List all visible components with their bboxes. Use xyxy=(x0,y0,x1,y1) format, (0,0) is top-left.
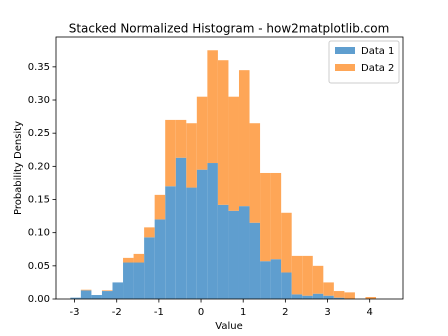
y-axis-label: Probability Density xyxy=(13,121,24,215)
histogram-bar xyxy=(196,96,208,170)
histogram-bar xyxy=(175,157,187,299)
legend-label: Data 1 xyxy=(361,46,394,57)
histogram-bar xyxy=(101,291,113,299)
histogram-bar xyxy=(302,255,313,296)
axes-frame xyxy=(55,36,404,300)
x-axis-label: Value xyxy=(215,321,242,332)
histogram-bar xyxy=(217,204,229,299)
legend-label: Data 2 xyxy=(361,63,394,74)
histogram-bar xyxy=(123,257,134,263)
x-tick-label: 4 xyxy=(367,307,373,318)
histogram-bar xyxy=(175,119,187,158)
histogram-bar xyxy=(80,290,92,299)
histogram-bar xyxy=(207,50,218,164)
histogram-bar xyxy=(144,237,155,299)
histogram-bar xyxy=(207,163,218,299)
y-tick-label: 0.00 xyxy=(28,294,50,305)
histogram-bar xyxy=(154,219,166,299)
histogram-bar xyxy=(302,295,313,299)
y-tick-label: 0.35 xyxy=(28,62,50,73)
histogram-bar xyxy=(101,290,113,292)
histogram-bar xyxy=(112,282,124,299)
histogram-bar xyxy=(270,172,282,260)
histogram-bar xyxy=(333,291,345,298)
x-tick-label: -3 xyxy=(70,307,80,318)
y-tick-label: 0.20 xyxy=(28,161,50,172)
y-tick-label: 0.30 xyxy=(28,95,50,106)
histogram-bar xyxy=(165,119,176,187)
histogram-bar xyxy=(228,210,239,299)
histogram-bar xyxy=(238,70,250,207)
histogram-bar xyxy=(123,262,134,299)
histogram-bar xyxy=(80,289,92,291)
histogram-bar xyxy=(186,187,197,299)
y-tick-label: 0.05 xyxy=(28,261,50,272)
x-tick-label: 2 xyxy=(282,307,288,318)
histogram-bar xyxy=(91,295,102,299)
histogram-bar xyxy=(281,272,292,299)
x-tick-label: 3 xyxy=(324,307,330,318)
y-tick-label: 0.25 xyxy=(28,128,50,139)
legend-swatch xyxy=(335,47,355,54)
histogram-bar xyxy=(249,222,261,299)
histogram-bar xyxy=(154,194,166,220)
histogram-bar xyxy=(217,60,229,205)
histogram-bar xyxy=(260,261,271,299)
histogram-bar xyxy=(312,265,324,294)
histogram-bar xyxy=(196,169,208,299)
histogram-bar xyxy=(133,262,145,299)
x-tick-label: -2 xyxy=(112,307,122,318)
histogram-bar xyxy=(260,172,271,262)
histogram-bar xyxy=(144,227,155,238)
histogram-bar xyxy=(291,255,303,295)
histogram-bar xyxy=(323,282,334,296)
histogram-bar xyxy=(249,123,261,223)
histogram-bar xyxy=(133,253,145,263)
histogram-bar xyxy=(270,259,282,299)
histogram-bar xyxy=(333,297,345,299)
histogram-bar xyxy=(238,206,250,299)
histogram-bar xyxy=(228,96,239,211)
histogram-bar xyxy=(344,292,355,299)
x-tick-label: 1 xyxy=(240,307,246,318)
x-tick-label: -1 xyxy=(154,307,164,318)
histogram-bar xyxy=(291,294,303,299)
histogram-bar xyxy=(165,186,176,299)
histogram-bar xyxy=(365,297,377,299)
histogram-bar xyxy=(281,212,292,273)
chart-title: Stacked Normalized Histogram - how2matpl… xyxy=(69,22,390,36)
histogram-bar xyxy=(312,293,324,299)
y-tick-label: 0.15 xyxy=(28,195,50,206)
histogram-bar xyxy=(70,297,81,299)
legend-swatch xyxy=(335,64,355,71)
y-tick-label: 0.10 xyxy=(28,228,50,239)
histogram-bar xyxy=(186,123,197,188)
histogram-bar xyxy=(323,295,334,299)
x-tick-label: 0 xyxy=(198,307,204,318)
